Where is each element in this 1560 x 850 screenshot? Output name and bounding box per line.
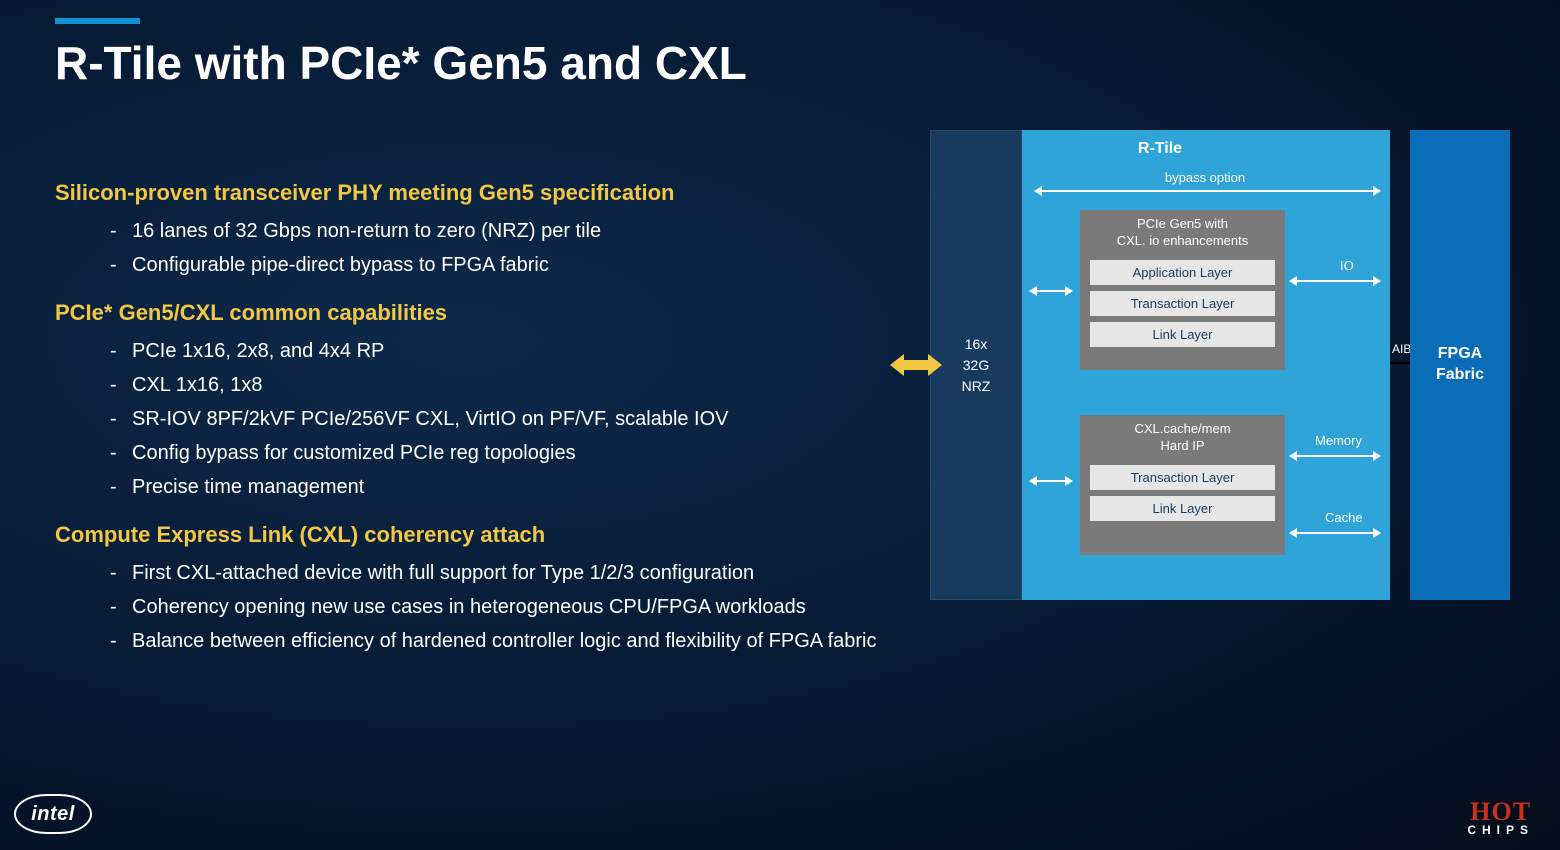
cxl-block-title: CXL.cache/mem Hard IP	[1080, 415, 1285, 459]
layer-box: Transaction Layer	[1090, 465, 1275, 490]
layer-box: Transaction Layer	[1090, 291, 1275, 316]
title-accent-bar	[55, 18, 140, 24]
fpga-fabric-box: FPGA Fabric	[1410, 130, 1510, 600]
bullet-item: SR-IOV 8PF/2kVF PCIe/256VF CXL, VirtIO o…	[110, 402, 885, 436]
memory-arrow	[1290, 455, 1380, 457]
memory-label: Memory	[1315, 433, 1362, 448]
bullet-item: Precise time management	[110, 470, 885, 504]
lane-label: 16x 32G NRZ	[962, 334, 991, 397]
bullet-item: Coherency opening new use cases in heter…	[110, 590, 885, 624]
intel-logo-text: intel	[31, 803, 75, 826]
bullet-list-2: PCIe 1x16, 2x8, and 4x4 RP CXL 1x16, 1x8…	[110, 334, 885, 504]
hotchips-logo: HOT CHIPS	[1467, 800, 1534, 836]
bullet-list-1: 16 lanes of 32 Gbps non-return to zero (…	[110, 214, 885, 282]
slide-title: R-Tile with PCIe* Gen5 and CXL	[55, 36, 747, 90]
pcie-block-title: PCIe Gen5 with CXL. io enhancements	[1080, 210, 1285, 254]
bullet-list-3: First CXL-attached device with full supp…	[110, 556, 885, 658]
bypass-arrow	[1035, 190, 1380, 192]
lane-pcie-arrow	[1030, 290, 1072, 292]
layer-box: Link Layer	[1090, 322, 1275, 347]
pcie-block: PCIe Gen5 with CXL. io enhancements Appl…	[1080, 210, 1285, 370]
intel-logo: intel	[14, 794, 92, 834]
io-label: IO	[1340, 258, 1354, 273]
section-heading-1: Silicon-proven transceiver PHY meeting G…	[55, 180, 885, 206]
bullet-item: CXL 1x16, 1x8	[110, 368, 885, 402]
bullet-item: Configurable pipe-direct bypass to FPGA …	[110, 248, 885, 282]
bullet-item: 16 lanes of 32 Gbps non-return to zero (…	[110, 214, 885, 248]
cache-label: Cache	[1325, 510, 1363, 525]
bullet-item: First CXL-attached device with full supp…	[110, 556, 885, 590]
bullet-item: PCIe 1x16, 2x8, and 4x4 RP	[110, 334, 885, 368]
layer-box: Link Layer	[1090, 496, 1275, 521]
cxl-block: CXL.cache/mem Hard IP Transaction Layer …	[1080, 415, 1285, 555]
cache-arrow	[1290, 532, 1380, 534]
architecture-diagram: R-Tile bypass option 16x 32G NRZ PCIe Ge…	[900, 130, 1520, 610]
aib-label: AIB	[1392, 342, 1411, 356]
bullet-item: Config bypass for customized PCIe reg to…	[110, 436, 885, 470]
aib-connector	[1390, 362, 1410, 364]
bullet-item: Balance between efficiency of hardened c…	[110, 624, 885, 658]
lane-box: 16x 32G NRZ	[930, 130, 1022, 600]
layer-box: Application Layer	[1090, 260, 1275, 285]
content-area: Silicon-proven transceiver PHY meeting G…	[55, 180, 885, 658]
section-heading-2: PCIe* Gen5/CXL common capabilities	[55, 300, 885, 326]
section-heading-3: Compute Express Link (CXL) coherency att…	[55, 522, 885, 548]
fpga-label: FPGA Fabric	[1436, 344, 1484, 386]
lane-cxl-arrow	[1030, 480, 1072, 482]
hotchips-hot: HOT	[1467, 800, 1534, 825]
hotchips-chips: CHIPS	[1467, 825, 1534, 836]
bypass-label: bypass option	[1050, 170, 1360, 185]
io-arrow	[1290, 280, 1380, 282]
external-interface-arrow	[890, 352, 942, 378]
